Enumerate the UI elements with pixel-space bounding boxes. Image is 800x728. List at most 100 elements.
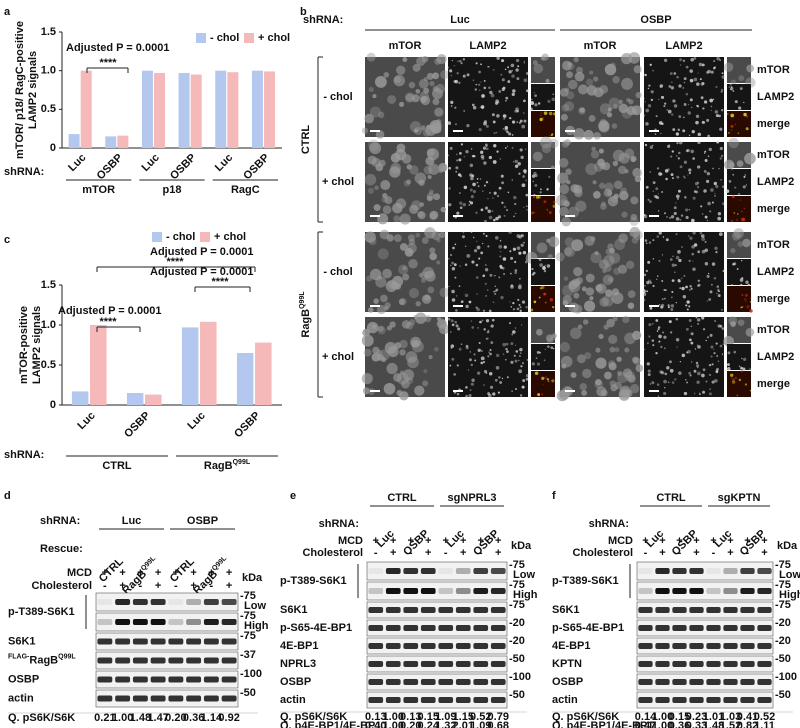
band: [97, 599, 113, 605]
speckle: [450, 105, 453, 107]
speckle: [707, 155, 710, 158]
speckle: [544, 301, 547, 304]
speckle: [715, 251, 718, 254]
speckle: [697, 165, 701, 169]
speckle: [747, 283, 751, 287]
speckle: [631, 105, 642, 116]
speckle: [728, 137, 739, 149]
speckle: [488, 351, 491, 354]
speckle: [509, 301, 511, 303]
quant-value: 0.47: [635, 720, 656, 728]
speckle: [369, 142, 382, 155]
group-label: RagBQ99L: [204, 459, 251, 472]
speckle: [488, 155, 493, 160]
quant-value: 1.00: [652, 711, 673, 723]
speckle: [427, 174, 432, 180]
speckle: [497, 391, 500, 394]
speckle: [595, 357, 607, 369]
speckle: [505, 358, 507, 361]
band: [403, 568, 419, 574]
row-label: S6K1: [552, 604, 580, 616]
speckle: [511, 70, 513, 72]
x-tick-label: OSBP: [168, 152, 199, 183]
speckle: [521, 183, 526, 188]
speckle: [514, 269, 518, 272]
speckle: [414, 312, 427, 324]
band: [473, 679, 489, 685]
quant-value: 1.00: [383, 711, 404, 723]
speckle: [471, 378, 475, 382]
speckle: [737, 132, 740, 134]
speckle: [698, 62, 703, 67]
speckle: [678, 279, 681, 283]
speckle: [456, 72, 459, 75]
speckle: [471, 154, 475, 158]
speckle: [526, 89, 529, 93]
speckle: [477, 327, 479, 329]
shrna-name: OSBP: [187, 515, 218, 527]
band: [723, 679, 738, 685]
speckle: [626, 98, 631, 103]
speckle: [664, 289, 667, 292]
speckle: [406, 179, 412, 185]
group-label: RagC: [231, 184, 260, 196]
speckle: [483, 184, 486, 187]
treatment-sign: +: [443, 535, 449, 547]
speckle: [518, 369, 523, 374]
speckle: [646, 280, 650, 285]
speckle: [609, 247, 615, 254]
bar: [236, 353, 254, 405]
speckle: [485, 338, 488, 340]
speckle: [611, 288, 620, 296]
speckle: [618, 99, 623, 104]
speckle: [488, 372, 493, 376]
speckle: [492, 160, 497, 164]
bar: [227, 72, 239, 148]
panel-label: b: [300, 6, 307, 18]
speckle: [695, 190, 699, 194]
speckle: [676, 175, 680, 179]
band: [723, 661, 738, 667]
band: [97, 676, 113, 683]
speckle: [685, 92, 689, 96]
speckle: [664, 212, 666, 215]
speckle: [704, 215, 708, 219]
speckle: [583, 300, 596, 312]
treatment-sign: +: [155, 580, 161, 592]
speckle: [428, 355, 433, 360]
speckle: [564, 139, 571, 146]
band: [368, 607, 384, 613]
speckle: [404, 92, 415, 103]
shrna-name: Luc: [122, 515, 142, 527]
speckle: [499, 381, 503, 384]
band: [115, 638, 131, 645]
x-prefix: shRNA:: [4, 166, 44, 178]
speckle: [749, 301, 752, 303]
speckle: [701, 249, 706, 254]
panel-label: a: [4, 6, 11, 18]
speckle: [448, 285, 450, 288]
channel-side-label: mTOR: [757, 324, 790, 336]
band: [221, 599, 237, 605]
blot-strip: [95, 670, 239, 689]
superscript: Q99L: [233, 459, 251, 466]
kda-marker: -100: [509, 671, 531, 683]
speckle: [488, 393, 492, 398]
speckle: [598, 120, 610, 132]
treatment-label: + chol: [322, 351, 354, 363]
speckle: [375, 276, 387, 288]
channel-side-label: LAMP2: [757, 266, 794, 278]
speckle: [726, 113, 729, 115]
speckle: [502, 272, 506, 276]
speckle: [722, 185, 725, 188]
speckle: [739, 278, 744, 282]
speckle: [738, 75, 745, 81]
speckle: [702, 107, 705, 110]
speckle: [573, 267, 583, 277]
speckle: [383, 382, 396, 395]
speckle: [514, 202, 517, 206]
speckle: [602, 274, 614, 286]
speckle: [424, 227, 436, 239]
speckle: [469, 188, 473, 192]
band: [221, 676, 237, 683]
